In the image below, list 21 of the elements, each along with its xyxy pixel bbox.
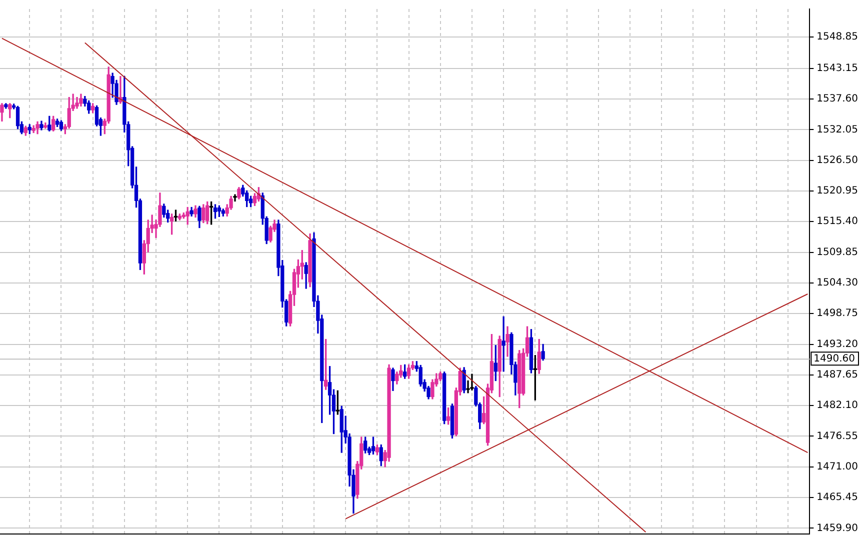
candlestick bbox=[233, 194, 237, 202]
candlestick bbox=[502, 316, 506, 372]
ref-line-label: 1490.60 bbox=[814, 354, 856, 365]
y-tick-label: 1498.75 bbox=[816, 308, 858, 320]
y-tick-label: 1471.00 bbox=[816, 461, 858, 472]
y-tick-label: 1515.40 bbox=[816, 216, 858, 228]
y-tick-label: 1537.60 bbox=[816, 94, 858, 105]
candlestick bbox=[470, 374, 474, 390]
y-tick-label: 1476.55 bbox=[816, 430, 858, 442]
y-tick-label: 1532.05 bbox=[816, 124, 858, 136]
y-tick-label: 1526.50 bbox=[816, 154, 858, 166]
y-tick-label: 1465.45 bbox=[816, 492, 858, 504]
y-tick-label: 1487.65 bbox=[816, 370, 858, 381]
y-tick-label: 1548.85 bbox=[816, 31, 858, 42]
y-tick-label: 1493.20 bbox=[816, 338, 858, 350]
y-tick-label: 1459.90 bbox=[816, 522, 858, 534]
y-tick-label: 1504.30 bbox=[816, 278, 858, 289]
y-tick-label: 1543.15 bbox=[816, 62, 858, 74]
y-tick-label: 1520.95 bbox=[816, 186, 858, 197]
y-tick-label: 1482.10 bbox=[816, 400, 858, 412]
y-tick-label: 1509.85 bbox=[816, 246, 858, 258]
